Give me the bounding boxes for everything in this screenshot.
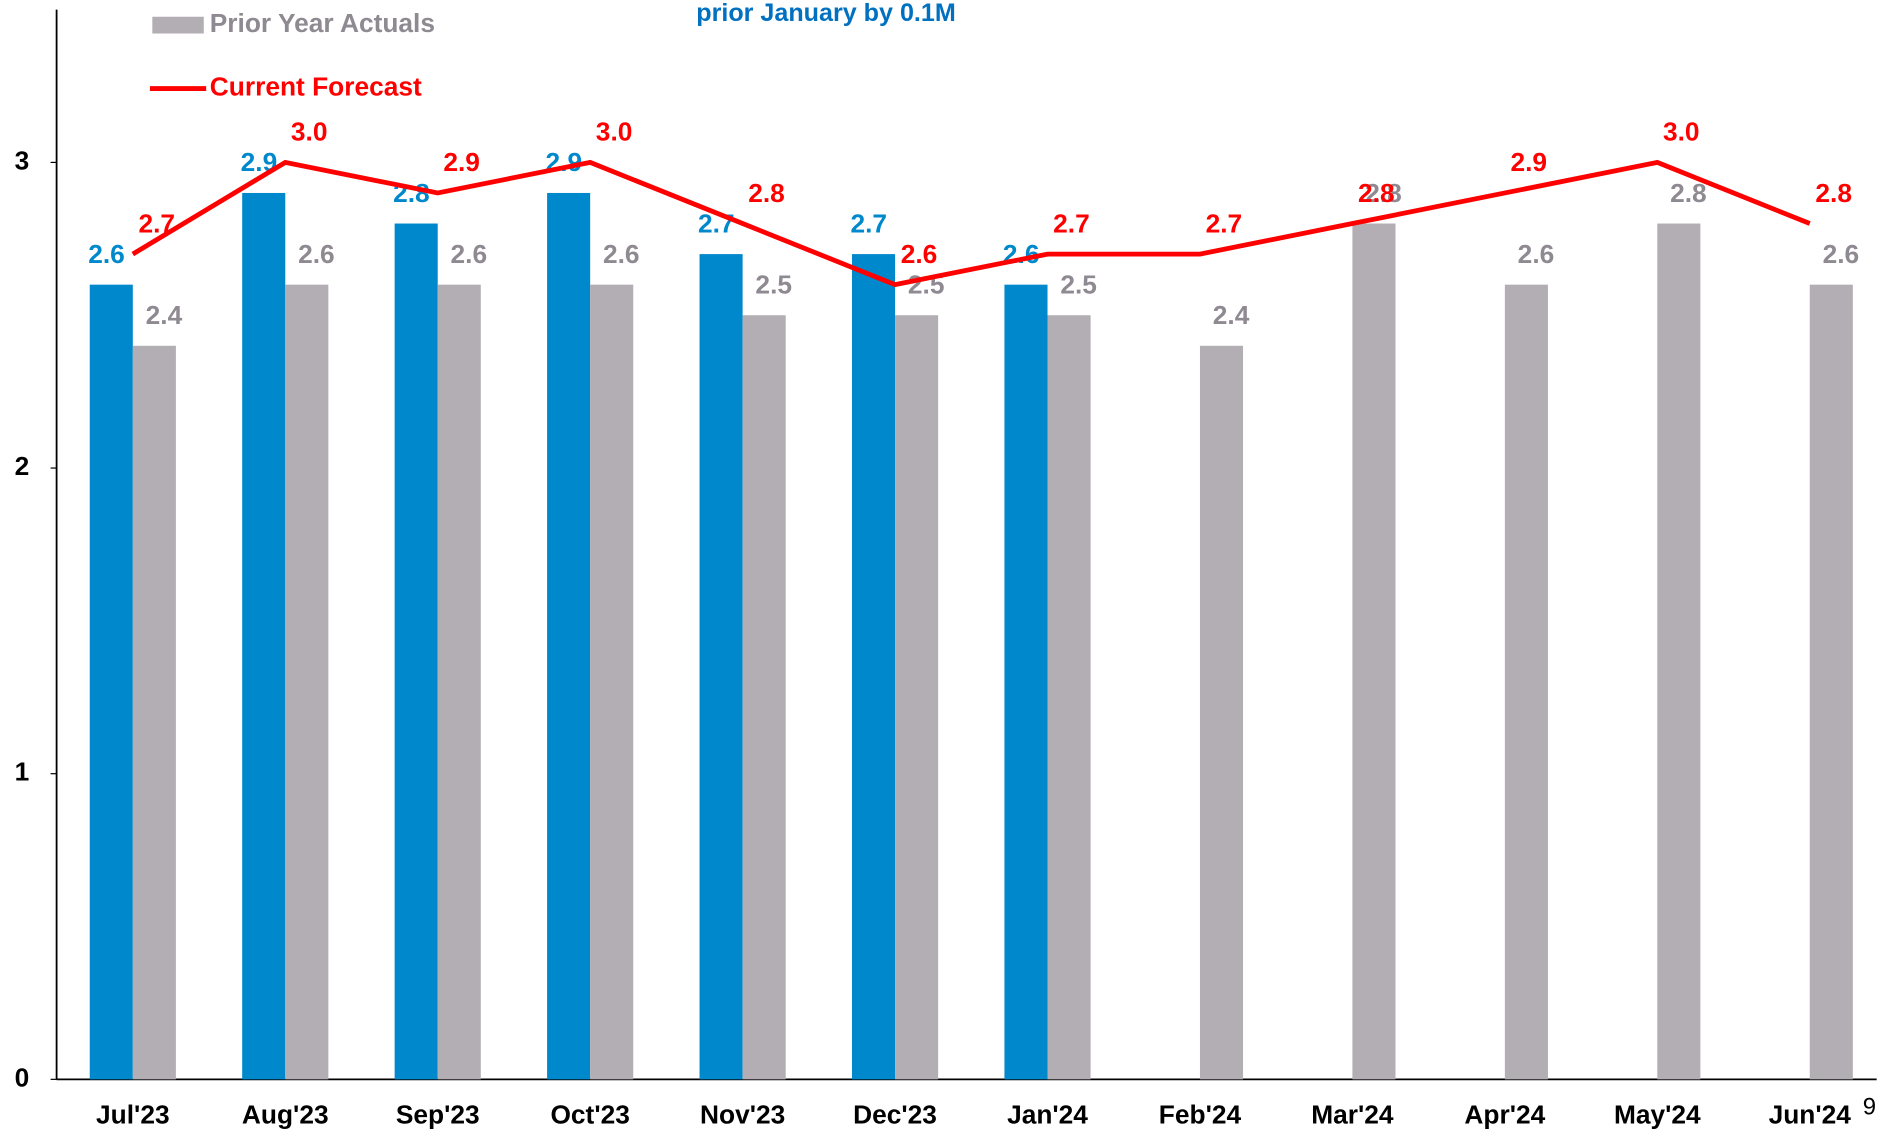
data-label: 2.6	[298, 239, 335, 269]
data-label: 2.6	[1518, 239, 1555, 269]
x-tick-label: Aug'23	[242, 1099, 329, 1129]
data-label: 2.8	[1670, 178, 1707, 208]
bar	[132, 345, 176, 1080]
data-label: 2.8	[1815, 178, 1852, 208]
annotation: prior January by 0.1M	[696, 0, 956, 27]
x-tick-label: Dec'23	[853, 1099, 937, 1129]
bar	[1004, 284, 1048, 1080]
data-label: 2.8	[393, 178, 430, 208]
bar	[89, 284, 133, 1080]
x-tick-label: Mar'24	[1311, 1099, 1394, 1129]
data-label: 2.9	[546, 147, 583, 177]
x-tick-label: Jan'24	[1007, 1099, 1088, 1129]
bar	[1199, 345, 1244, 1080]
x-tick-label: Sep'23	[396, 1099, 480, 1129]
bar	[547, 192, 591, 1080]
data-label: 2.8	[1358, 178, 1395, 208]
bar	[895, 315, 939, 1080]
data-label: 3.0	[596, 117, 633, 147]
y-tick-label: 2	[15, 451, 30, 481]
x-tick-label: Nov'23	[700, 1099, 785, 1129]
x-tick-label: Jul'23	[96, 1099, 170, 1129]
bar	[1809, 284, 1853, 1080]
bar	[285, 284, 329, 1080]
line	[131, 159, 1811, 288]
data-label: 2.5	[755, 269, 792, 299]
bar	[851, 254, 896, 1080]
bar	[590, 284, 634, 1080]
data-label: 2.4	[146, 300, 183, 330]
data-label: 2.8	[1365, 178, 1402, 208]
x-tick-label: Feb'24	[1159, 1099, 1242, 1129]
data-label: 2.6	[451, 239, 488, 269]
y-tick-label: 0	[15, 1062, 30, 1092]
y-tick-label: 3	[15, 145, 30, 175]
data-label: 2.9	[1511, 147, 1548, 177]
y-tick-label: 1	[15, 757, 30, 787]
data-label: 2.6	[1823, 239, 1860, 269]
data-label: 2.7	[138, 208, 175, 238]
data-label: 2.4	[1213, 300, 1250, 330]
bar	[394, 223, 438, 1080]
data-label: 2.7	[850, 208, 887, 238]
bar	[742, 315, 786, 1080]
legend-label: Current Forecast	[210, 72, 422, 102]
data-label: 2.9	[443, 147, 480, 177]
data-label: 2.7	[1206, 208, 1243, 238]
x-tick-label: Oct'23	[550, 1099, 629, 1129]
data-label: 3.0	[1663, 117, 1700, 147]
data-label: 2.7	[1053, 208, 1090, 238]
legend-swatch	[152, 16, 204, 34]
legend-label: Prior Year Actuals	[210, 8, 435, 38]
x-tick-label: Jun'24	[1769, 1099, 1852, 1129]
bar	[437, 284, 481, 1080]
page-number: 9	[1863, 1093, 1876, 1120]
bar	[242, 192, 286, 1080]
data-label: 2.6	[603, 239, 640, 269]
data-label: 2.8	[748, 178, 785, 208]
bar	[1657, 223, 1701, 1080]
bar	[1352, 223, 1396, 1080]
data-label: 2.6	[88, 239, 125, 269]
data-label: 2.6	[901, 239, 938, 269]
x-tick-label: Apr'24	[1464, 1099, 1545, 1129]
bar	[1047, 315, 1091, 1080]
bar	[699, 254, 743, 1080]
data-label: 3.0	[291, 117, 328, 147]
x-tick-label: May'24	[1614, 1099, 1701, 1129]
data-label: 2.5	[1060, 269, 1097, 299]
bar	[1504, 284, 1548, 1080]
data-label: 2.6	[1003, 239, 1040, 269]
